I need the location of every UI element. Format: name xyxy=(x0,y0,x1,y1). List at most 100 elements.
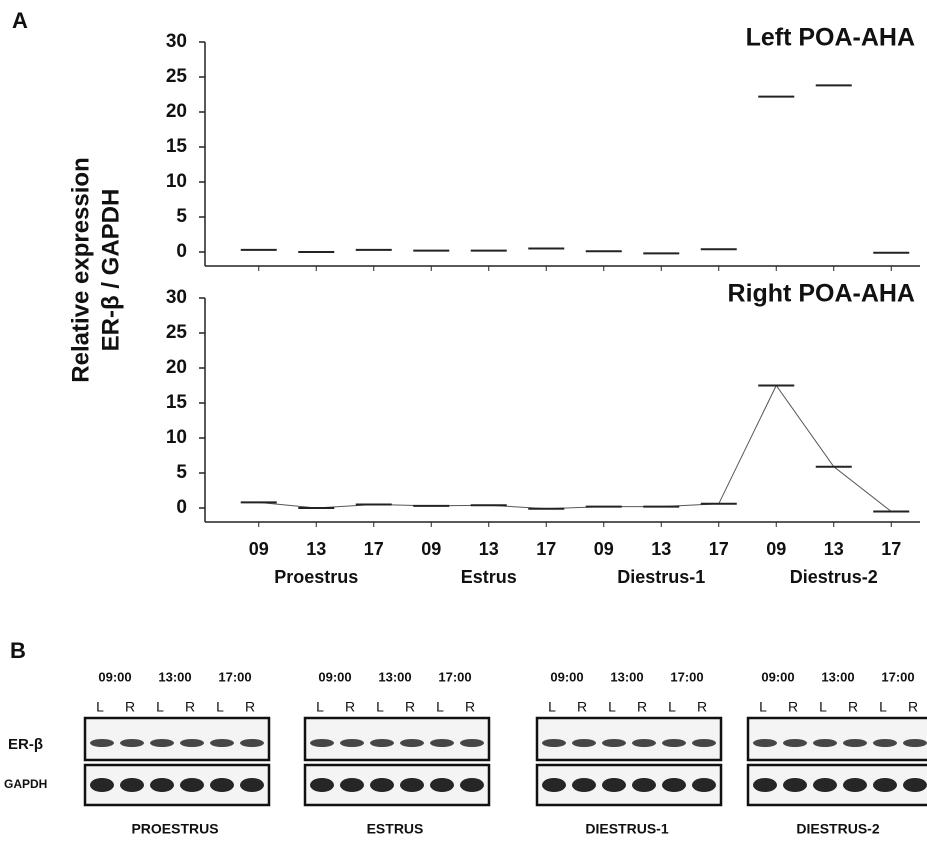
blot-band xyxy=(120,739,144,747)
y-tick-label: 0 xyxy=(176,241,187,262)
time-label: 17:00 xyxy=(218,669,251,684)
blot-band xyxy=(240,739,264,747)
lane-label: L xyxy=(156,699,164,715)
time-label: 13:00 xyxy=(610,669,643,684)
blot-frame xyxy=(305,718,489,760)
blot-band xyxy=(813,739,837,747)
blot-band xyxy=(310,739,334,747)
x-tick-label: 13 xyxy=(824,539,844,559)
lane-label: R xyxy=(245,699,255,715)
blot-band xyxy=(662,778,686,792)
blot-band xyxy=(572,739,596,747)
lane-label: R xyxy=(125,699,135,715)
y-tick-label: 30 xyxy=(166,287,187,308)
y-tick-label: 20 xyxy=(166,357,187,378)
x-tick-label: 13 xyxy=(479,539,499,559)
x-tick-label: 17 xyxy=(881,539,901,559)
lane-label: R xyxy=(848,699,858,715)
blot-frame xyxy=(85,718,269,760)
blot-band xyxy=(632,739,656,747)
x-tick-label: 17 xyxy=(536,539,556,559)
time-label: 13:00 xyxy=(158,669,191,684)
x-tick-label: 13 xyxy=(306,539,326,559)
row-label: GAPDH xyxy=(4,777,47,791)
y-tick-label: 0 xyxy=(176,497,187,518)
y-tick-label: 5 xyxy=(176,462,187,483)
lane-label: R xyxy=(345,699,355,715)
blot-band xyxy=(370,739,394,747)
lane-label: L xyxy=(96,699,104,715)
blot-band xyxy=(150,778,174,792)
figure: A B Relative expression ER-β / GAPDH Lef… xyxy=(0,0,927,842)
blot-band xyxy=(340,778,364,792)
x-tick-label: 13 xyxy=(651,539,671,559)
blot-band xyxy=(692,778,716,792)
blot-band xyxy=(210,778,234,792)
blot-band xyxy=(340,739,364,747)
blot-band xyxy=(370,778,394,792)
lane-label: R xyxy=(405,699,415,715)
blot-band xyxy=(460,778,484,792)
blot-band xyxy=(903,778,927,792)
blot-band xyxy=(783,739,807,747)
lane-label: R xyxy=(637,699,647,715)
time-label: 17:00 xyxy=(670,669,703,684)
blot-band xyxy=(873,778,897,792)
blot-band xyxy=(180,739,204,747)
blot-band xyxy=(210,739,234,747)
blot-band xyxy=(662,739,686,747)
figure-canvas: A B Relative expression ER-β / GAPDH Lef… xyxy=(0,0,927,842)
blot-group-label: DIESTRUS-1 xyxy=(585,821,668,837)
time-label: 09:00 xyxy=(761,669,794,684)
y-tick-label: 15 xyxy=(166,136,188,157)
lane-label: R xyxy=(185,699,195,715)
blot-frame xyxy=(537,718,721,760)
blot-band xyxy=(602,778,626,792)
lane-label: L xyxy=(819,699,827,715)
data-line xyxy=(259,386,892,512)
y-tick-label: 5 xyxy=(176,206,187,227)
blot-band xyxy=(873,739,897,747)
time-label: 13:00 xyxy=(378,669,411,684)
blot-group-label: DIESTRUS-2 xyxy=(796,821,879,837)
blot-band xyxy=(843,739,867,747)
blot-band xyxy=(753,778,777,792)
blot-band xyxy=(542,739,566,747)
blot-band xyxy=(843,778,867,792)
x-tick-label: 09 xyxy=(594,539,614,559)
time-label: 09:00 xyxy=(318,669,351,684)
blot-band xyxy=(783,778,807,792)
lane-label: L xyxy=(376,699,384,715)
time-label: 13:00 xyxy=(821,669,854,684)
blot-band xyxy=(430,778,454,792)
x-tick-label: 09 xyxy=(421,539,441,559)
lane-label: L xyxy=(548,699,556,715)
blot-band xyxy=(310,778,334,792)
lane-label: L xyxy=(608,699,616,715)
row-label: ER-β xyxy=(8,736,43,753)
blot-group-label: ESTRUS xyxy=(367,821,424,837)
blot-band xyxy=(602,739,626,747)
lane-label: R xyxy=(908,699,918,715)
y-tick-label: 30 xyxy=(166,31,187,52)
y-tick-label: 25 xyxy=(166,66,188,87)
blot-band xyxy=(180,778,204,792)
group-label: Estrus xyxy=(461,567,517,587)
y-tick-label: 20 xyxy=(166,101,187,122)
x-tick-label: 17 xyxy=(709,539,729,559)
blot-band xyxy=(542,778,566,792)
blot-group-label: PROESTRUS xyxy=(131,821,218,837)
time-label: 17:00 xyxy=(438,669,471,684)
lane-label: L xyxy=(316,699,324,715)
lane-label: R xyxy=(577,699,587,715)
blot-band xyxy=(430,739,454,747)
panel-label: B xyxy=(10,638,26,663)
blot-band xyxy=(903,739,927,747)
blot-band xyxy=(572,778,596,792)
lane-label: L xyxy=(436,699,444,715)
time-label: 09:00 xyxy=(98,669,131,684)
blot-band xyxy=(692,739,716,747)
blot-band xyxy=(400,778,424,792)
blot-band xyxy=(813,778,837,792)
blot-band xyxy=(120,778,144,792)
